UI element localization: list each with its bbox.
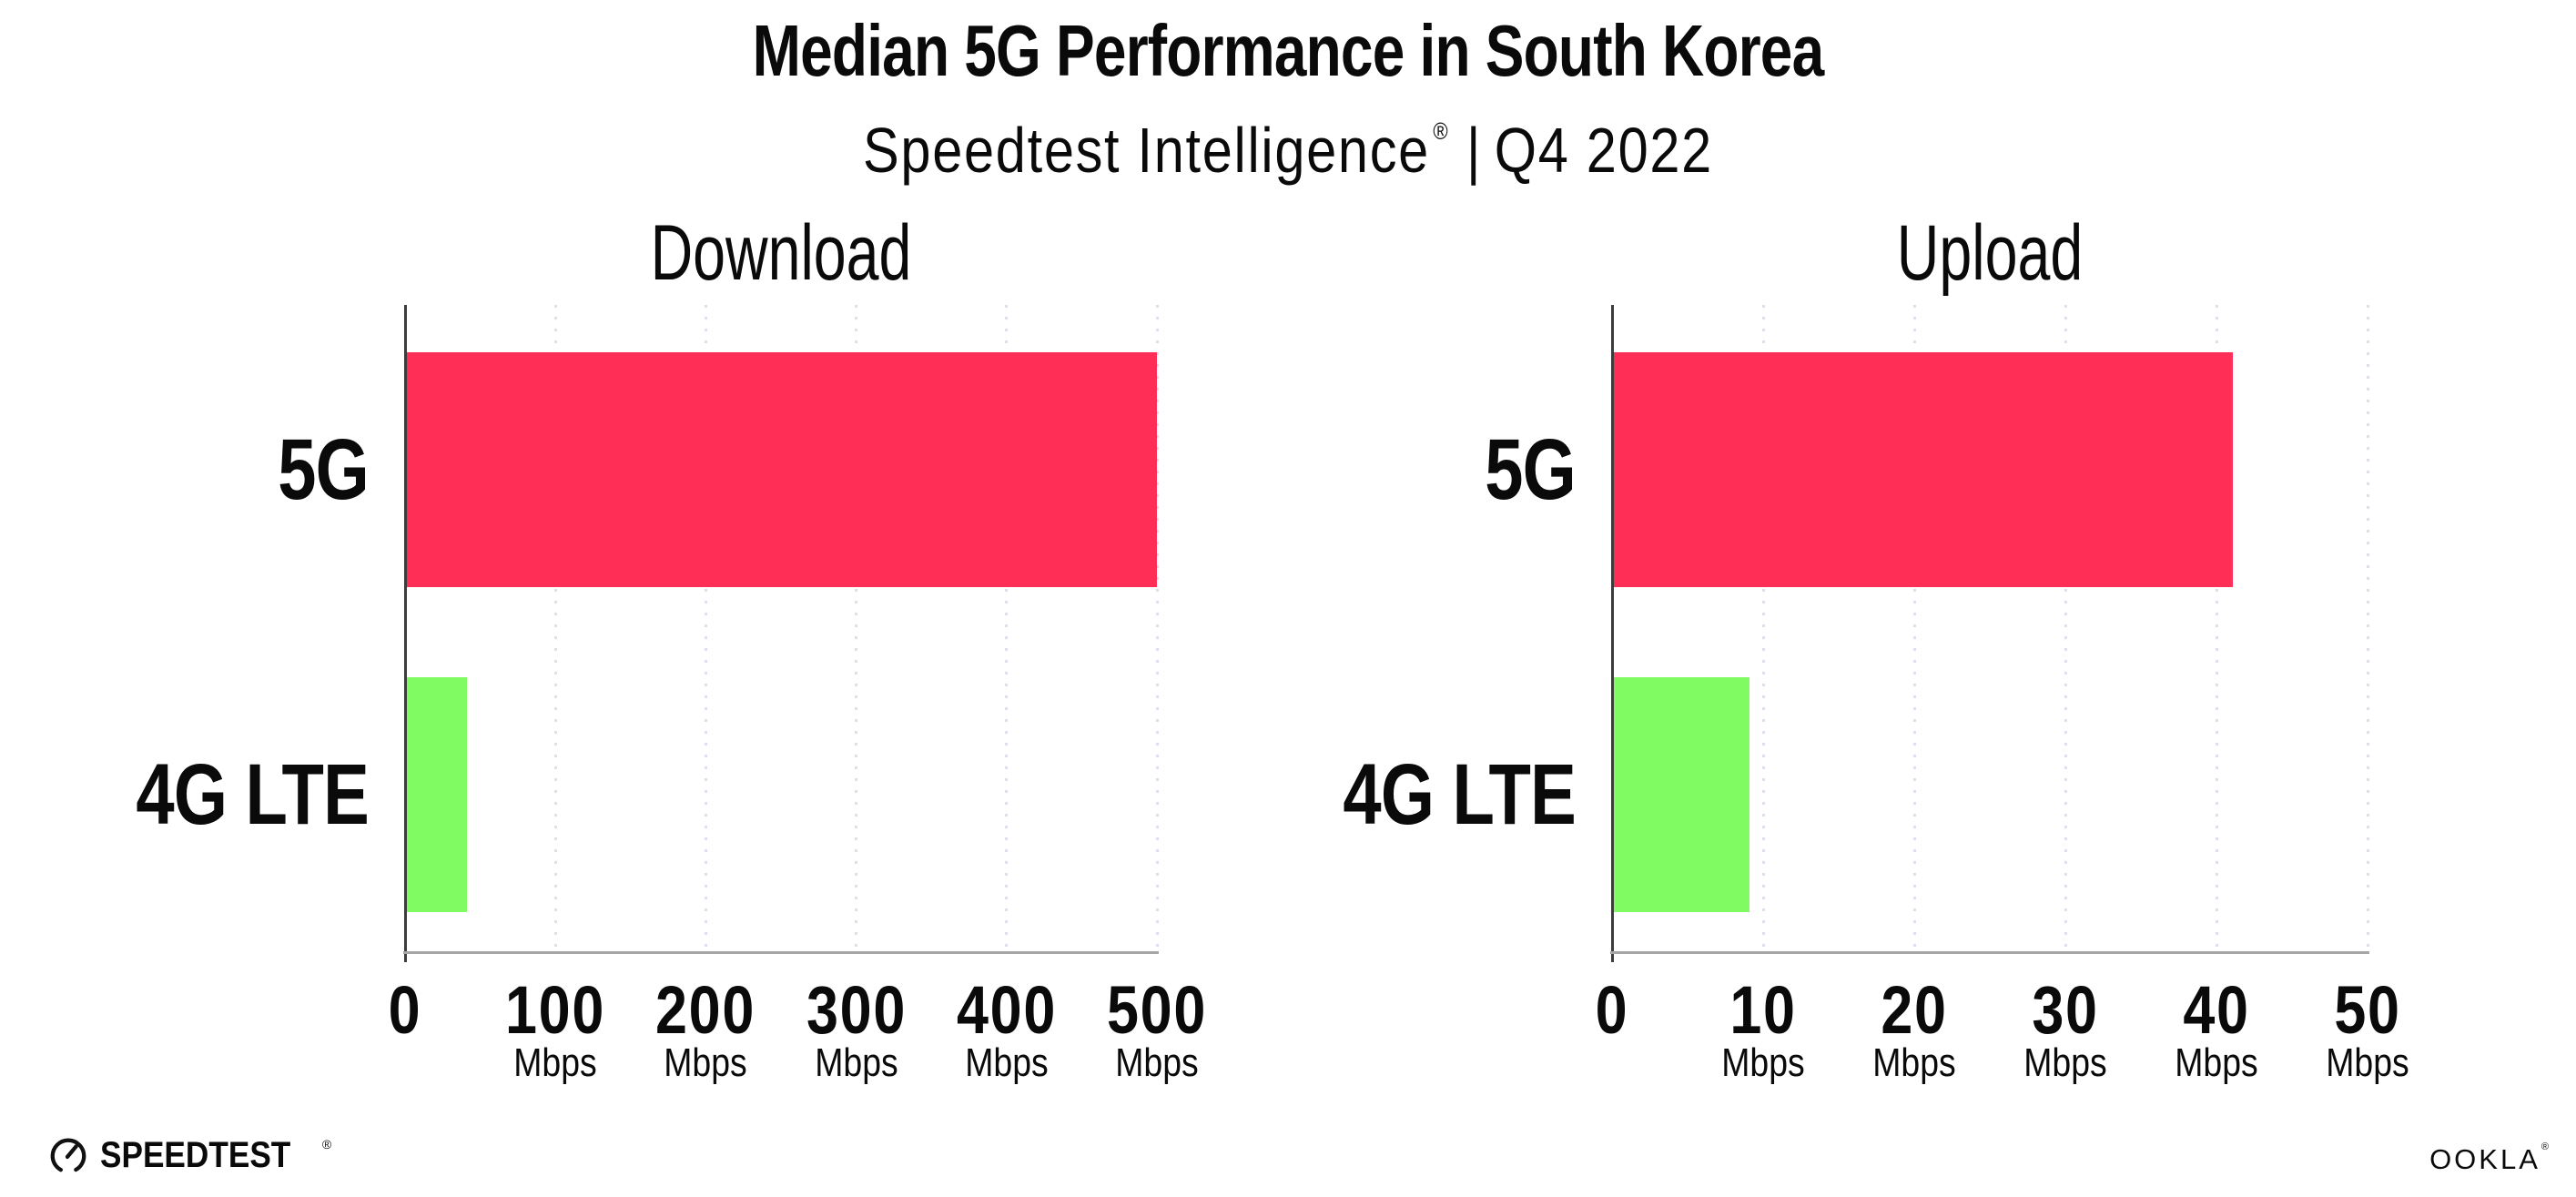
tick-label-download-200: 200 [655,972,756,1048]
tick-unit-upload-40: Mbps [2175,1040,2258,1085]
gridline-download-100 [553,305,557,951]
chart-title-upload: Upload [1896,209,2084,297]
bar-upload-5g [1613,352,2234,587]
bar-download-5g [406,352,1157,587]
tick-unit-upload-10: Mbps [1721,1040,1805,1085]
subtitle-separator: | [1466,115,1483,186]
y-axis-download [403,305,407,962]
gridline-download-200 [704,305,707,951]
registered-trademark-icon: ® [1433,117,1448,145]
tick-unit-download-300: Mbps [814,1040,898,1085]
bar-upload-4g-lte [1613,677,1749,912]
gridline-upload-30 [2064,305,2067,951]
tick-unit-upload-50: Mbps [2326,1040,2409,1085]
tick-unit-upload-20: Mbps [1872,1040,1956,1085]
tick-unit-download-400: Mbps [965,1040,1049,1085]
tick-unit-upload-30: Mbps [2023,1040,2107,1085]
tick-unit-download-100: Mbps [513,1040,597,1085]
speedtest-gauge-icon [50,1138,86,1174]
tick-label-download-500: 500 [1106,972,1208,1048]
tick-label-upload-50: 50 [2334,972,2401,1048]
tick-label-download-0: 0 [388,972,422,1048]
tick-label-upload-40: 40 [2183,972,2250,1048]
tick-label-upload-10: 10 [1729,972,1797,1048]
tick-label-download-300: 300 [806,972,907,1048]
chart-title-download: Download [650,209,912,297]
ookla-registered-mark: ® [2541,1141,2549,1152]
tick-unit-download-500: Mbps [1115,1040,1199,1085]
tick-label-upload-20: 20 [1881,972,1948,1048]
ookla-wordmark: OOKLA [2429,1143,2541,1175]
subtitle-brand: Speedtest Intelligence [863,115,1430,186]
subtitle-period: Q4 2022 [1494,115,1713,186]
speedtest-wordmark: SPEEDTEST [100,1134,291,1175]
category-label-download-5g: 5G [278,421,370,518]
bar-download-4g-lte [406,677,467,912]
tick-label-upload-0: 0 [1595,972,1629,1048]
gridline-download-400 [1005,305,1009,951]
y-axis-upload [1610,305,1614,962]
ookla-logo: OOKLA ® [2429,1141,2549,1175]
gridline-upload-10 [1761,305,1765,951]
gridline-upload-40 [2215,305,2218,951]
speedtest-registered-mark: ® [321,1137,332,1151]
page-title: Median 5G Performance in South Korea [752,10,1825,91]
tick-label-upload-30: 30 [2032,972,2099,1048]
tick-label-download-400: 400 [956,972,1057,1048]
category-label-upload-4g-lte: 4G LTE [1343,746,1576,843]
x-axis-upload [1610,951,2369,954]
gridline-upload-50 [2366,305,2369,951]
tick-label-download-100: 100 [505,972,606,1048]
x-axis-download [403,951,1159,954]
speedtest-logo: SPEEDTEST ® [47,1134,337,1176]
gridline-download-300 [855,305,858,951]
category-label-download-4g-lte: 4G LTE [136,746,369,843]
category-label-upload-5g: 5G [1485,421,1577,518]
tick-unit-download-200: Mbps [664,1040,748,1085]
gridline-upload-20 [1912,305,1916,951]
page-subtitle: Speedtest Intelligence ® | Q4 2022 [193,117,2383,184]
gridline-download-500 [1155,305,1159,951]
